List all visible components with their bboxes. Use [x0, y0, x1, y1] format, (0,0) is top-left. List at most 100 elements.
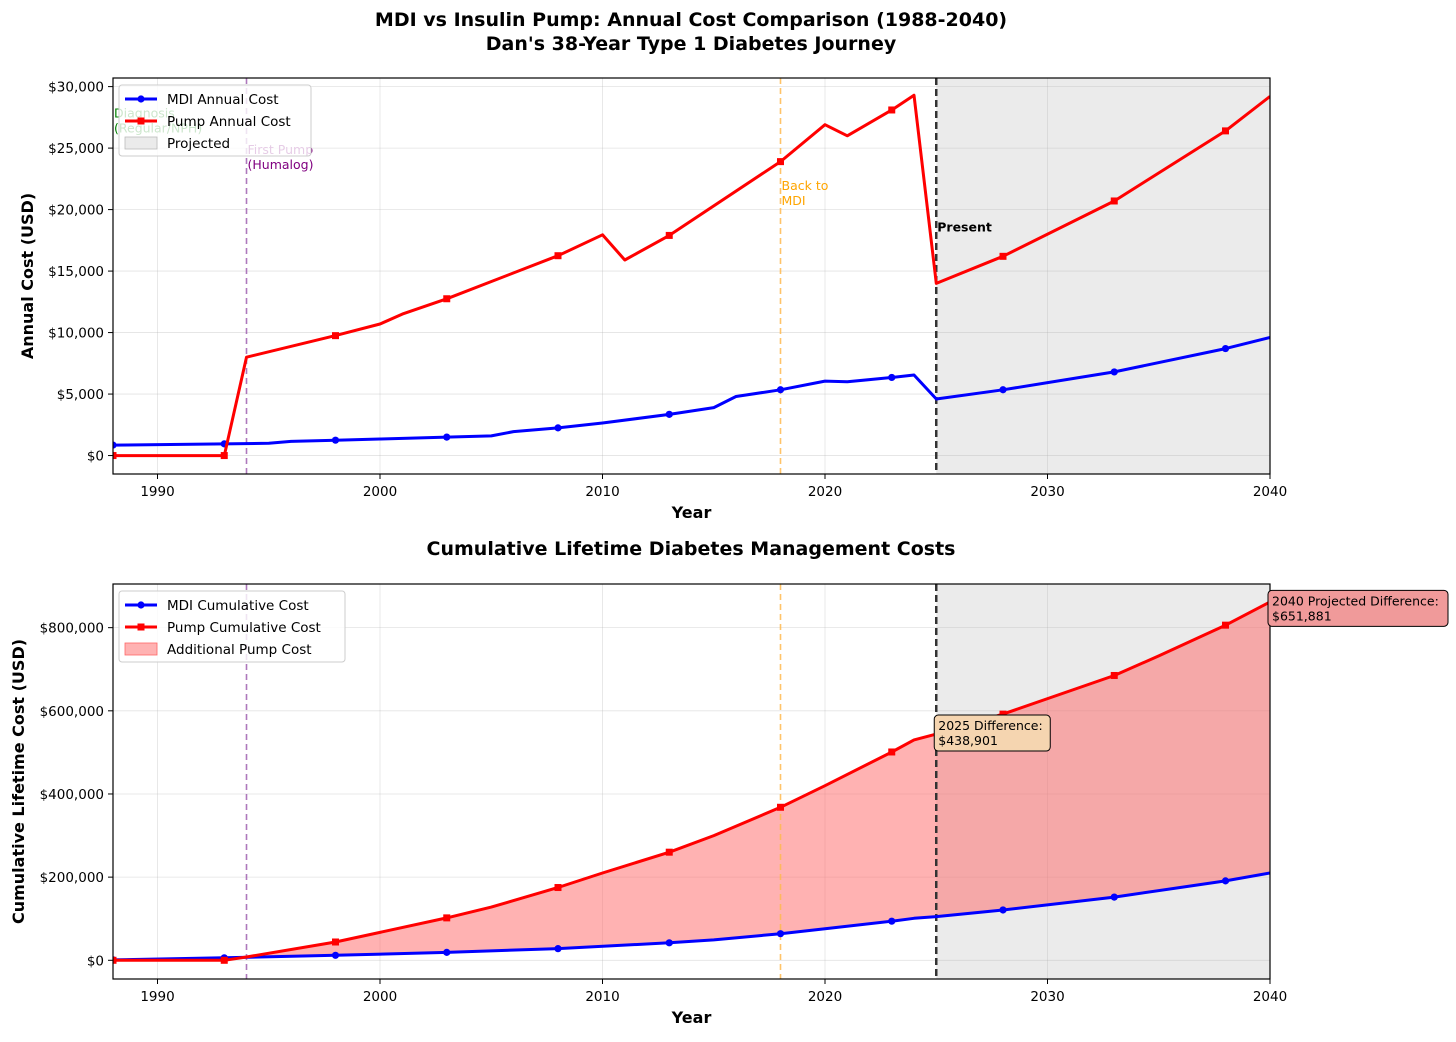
y-axis-label: Cumulative Lifetime Cost (USD) [9, 639, 28, 924]
annotation-2: Back to MDI [782, 178, 829, 208]
series-line-0 [113, 871, 1270, 962]
series-0-point-6 [776, 386, 785, 394]
x-tick-label-3: 2020 [808, 484, 842, 500]
additional-pump-cost-area [224, 601, 1270, 961]
annotation-3: Present [937, 220, 992, 235]
y-tick-label-6: $30,000 [48, 80, 104, 96]
figure-title-line2: Dan's 38-Year Type 1 Diabetes Journey [486, 33, 897, 55]
x-tick-label-0: 1990 [140, 989, 174, 1005]
legend-label-0: MDI Annual Cost [167, 92, 279, 108]
x-tick-label-2: 2010 [585, 484, 619, 500]
series-0-point-5 [665, 410, 673, 418]
series-1-point-9 [1110, 671, 1118, 679]
annotation-1-line-0: 2040 Projected Difference: [1272, 593, 1439, 608]
figure-title-line1: MDI vs Insulin Pump: Annual Cost Compari… [375, 9, 1007, 31]
series-0-point-10 [1221, 344, 1230, 353]
series-1-point-0 [113, 956, 117, 964]
series-0-point-9 [1110, 368, 1118, 376]
annotation-3-line-0: Present [937, 220, 992, 235]
x-tick-label-5: 2040 [1253, 484, 1287, 500]
legend-patch-2 [124, 642, 158, 656]
y-tick-label-0: $0 [87, 449, 104, 465]
series-0-point-2 [331, 436, 340, 444]
series-1-point-1 [220, 956, 228, 964]
y-axis-label: Annual Cost (USD) [18, 193, 37, 359]
series-1-point-4 [554, 252, 562, 260]
series-1-point-9 [1110, 197, 1118, 205]
plot-frame [112, 77, 1271, 475]
x-axis-label: Year [671, 1008, 712, 1027]
series-1-point-0 [113, 452, 117, 460]
legend-patch-2 [124, 136, 158, 150]
series-1-point-1 [220, 452, 228, 460]
x-tick-label-4: 2030 [1030, 484, 1064, 500]
series-1-point-10 [1222, 621, 1229, 629]
series-0-point-2 [331, 951, 340, 959]
series-1-point-4 [554, 884, 562, 892]
y-tick-label-1: $200,000 [40, 870, 104, 886]
annotation-box-0 [933, 714, 1051, 752]
y-tick-label-2: $10,000 [48, 326, 104, 342]
series-0-point-3 [443, 433, 451, 441]
series-1-point-7 [888, 106, 896, 114]
series-1-point-3 [443, 914, 451, 922]
cumulative-cost-plot: 1990 2000 2010 2020 2030 2040 $0 $200,000 $400,0… [9, 583, 1449, 1027]
annual-cost-plot: 1990 2000 2010 2020 2030 2040 $0 $5,000 $10,000 $… [18, 77, 1287, 522]
series-0-point-4 [554, 945, 562, 953]
legend-label-2: Additional Pump Cost [167, 642, 312, 658]
legend-marker-1 [137, 623, 145, 631]
series-0-point-5 [665, 939, 673, 947]
annotation-2-line-1: MDI [782, 193, 806, 208]
y-tick-label-3: $600,000 [40, 704, 104, 720]
annotation-0-line-1: $438,901 [938, 733, 998, 748]
series-1-point-8 [999, 252, 1007, 260]
series-line-0 [113, 336, 1270, 447]
legend-box [118, 84, 312, 157]
annotation-2-line-0: Back to [782, 178, 829, 193]
series-0-point-8 [999, 386, 1007, 394]
legend-marker-0 [137, 601, 145, 609]
series-0-point-0 [113, 441, 117, 449]
annotation-0: 2025 Difference: $438,901 [938, 718, 1042, 748]
y-tick-label-1: $5,000 [57, 387, 104, 403]
series-0-point-4 [554, 424, 562, 432]
series-1-point-2 [332, 332, 339, 340]
series-1-point-6 [777, 158, 784, 166]
x-tick-label-0: 1990 [140, 484, 174, 500]
legend-label-2: Projected [167, 136, 230, 152]
annotation-1-line-1: $651,881 [1272, 608, 1332, 623]
y-tick-label-4: $800,000 [40, 621, 104, 637]
series-0-point-7 [888, 917, 896, 925]
y-tick-label-2: $400,000 [40, 787, 104, 803]
annotation-1-line-1: (Humalog) [248, 157, 314, 172]
series-0-point-6 [776, 930, 785, 938]
legend-label-0: MDI Cumulative Cost [167, 598, 309, 614]
series-1-point-7 [888, 748, 896, 756]
plot-frame [112, 583, 1271, 980]
series-0-point-9 [1110, 893, 1118, 901]
series-1-point-2 [332, 938, 339, 946]
legend-marker-0 [137, 95, 145, 103]
projected-shading [936, 78, 1270, 474]
y-tick-label-4: $20,000 [48, 203, 104, 219]
x-tick-label-4: 2030 [1030, 989, 1064, 1005]
annotation-0-line-0: 2025 Difference: [938, 718, 1042, 733]
series-0-point-3 [443, 948, 451, 956]
series-0-point-7 [888, 373, 896, 382]
series-1-point-10 [1222, 127, 1229, 135]
x-tick-label-1: 2000 [363, 484, 397, 500]
legend-marker-1 [137, 117, 145, 125]
series-0-point-10 [1221, 877, 1230, 885]
series-1-point-3 [443, 295, 451, 303]
y-tick-label-5: $25,000 [48, 141, 104, 157]
annotation-box-1 [1267, 589, 1449, 627]
x-tick-label-1: 2000 [363, 989, 397, 1005]
legend-label-1: Pump Cumulative Cost [167, 620, 321, 636]
y-tick-label-0: $0 [87, 953, 104, 969]
y-tick-label-3: $15,000 [48, 264, 104, 280]
legend-box [118, 590, 346, 663]
series-0-point-8 [999, 906, 1007, 914]
x-tick-label-3: 2020 [808, 989, 842, 1005]
legend-label-1: Pump Annual Cost [167, 114, 291, 130]
